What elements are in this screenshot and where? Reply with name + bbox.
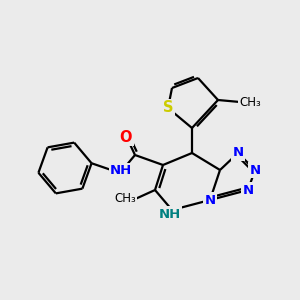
Text: CH₃: CH₃ bbox=[239, 95, 261, 109]
Text: N: N bbox=[242, 184, 253, 196]
Text: CH₃: CH₃ bbox=[114, 193, 136, 206]
Text: N: N bbox=[249, 164, 261, 176]
Text: N: N bbox=[204, 194, 216, 206]
Text: S: S bbox=[163, 100, 173, 116]
Text: NH: NH bbox=[159, 208, 181, 220]
Text: NH: NH bbox=[110, 164, 132, 178]
Text: N: N bbox=[232, 146, 244, 160]
Text: O: O bbox=[120, 130, 132, 145]
